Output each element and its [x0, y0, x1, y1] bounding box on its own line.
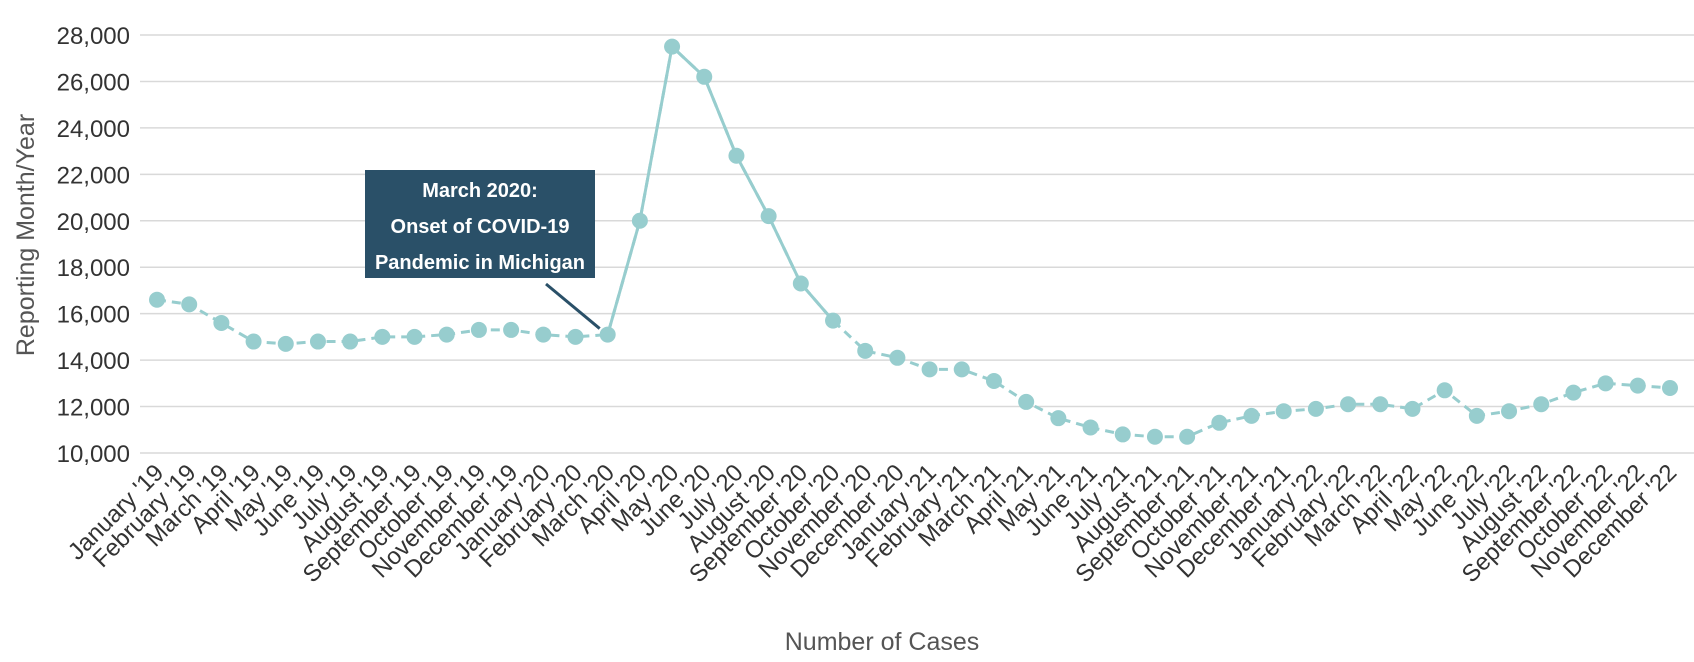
data-point	[1436, 382, 1453, 399]
y-axis-title: Reporting Month/Year	[12, 114, 40, 356]
data-point	[1018, 393, 1035, 410]
annotation-text: Pandemic in Michigan	[375, 252, 585, 274]
y-tick-label: 20,000	[57, 209, 130, 236]
data-point	[1243, 407, 1260, 424]
data-point	[953, 361, 970, 378]
data-point	[1629, 377, 1646, 394]
data-points	[149, 38, 1678, 445]
data-point	[1275, 403, 1292, 420]
data-point	[470, 321, 487, 338]
y-tick-label: 10,000	[57, 441, 130, 468]
y-tick-label: 28,000	[57, 23, 130, 50]
data-point	[1404, 400, 1421, 417]
data-point	[921, 361, 938, 378]
data-point	[1501, 403, 1518, 420]
data-point	[1565, 384, 1582, 401]
data-point	[1307, 400, 1324, 417]
data-point	[985, 373, 1002, 390]
data-point	[1114, 426, 1131, 443]
y-tick-label: 18,000	[57, 255, 130, 282]
annotation-box	[365, 170, 595, 278]
data-point	[1533, 396, 1550, 413]
annotation-pointer	[545, 282, 601, 330]
data-point	[181, 296, 198, 313]
data-point	[149, 291, 165, 308]
data-point	[857, 342, 874, 359]
y-tick-label: 26,000	[57, 69, 130, 96]
data-point	[1340, 396, 1357, 413]
data-point	[213, 314, 230, 331]
data-point	[1597, 375, 1614, 392]
y-tick-label: 12,000	[57, 395, 130, 422]
data-point	[760, 208, 777, 225]
data-point	[599, 326, 616, 343]
data-point	[1082, 419, 1099, 436]
data-point	[535, 326, 552, 343]
data-point	[1179, 428, 1196, 445]
data-point	[728, 147, 745, 164]
data-point	[696, 68, 713, 85]
x-axis-title: Number of Cases	[785, 628, 980, 656]
data-point	[631, 212, 648, 229]
annotation-text: March 2020:	[422, 180, 538, 202]
annotation-text: Onset of COVID-19	[391, 216, 570, 238]
y-axis-tick-labels: 10,000 12,000 14,000 16,000 18,000 20,000 22,0…	[57, 23, 130, 468]
y-tick-label: 24,000	[57, 116, 130, 143]
data-point	[1662, 379, 1678, 396]
data-point	[825, 312, 842, 329]
data-point	[1211, 414, 1228, 431]
data-point	[1468, 407, 1485, 424]
y-tick-label: 16,000	[57, 302, 130, 329]
data-point	[277, 335, 294, 352]
data-point	[664, 38, 681, 55]
data-point	[1372, 396, 1389, 413]
series-line-segment	[606, 45, 835, 335]
data-point	[1050, 410, 1067, 427]
covid-annotation: March 2020: Onset of COVID-19 Pandemic in …	[365, 170, 601, 330]
data-point	[374, 328, 391, 345]
data-point	[503, 321, 520, 338]
data-point	[406, 328, 423, 345]
data-point	[438, 326, 455, 343]
data-point	[567, 328, 584, 345]
y-tick-label: 14,000	[57, 348, 130, 375]
y-tick-label: 22,000	[57, 162, 130, 189]
data-point	[309, 333, 326, 350]
data-point	[792, 275, 809, 292]
data-point	[245, 333, 262, 350]
data-point	[342, 333, 359, 350]
data-point	[889, 349, 906, 366]
data-point	[1146, 428, 1163, 445]
